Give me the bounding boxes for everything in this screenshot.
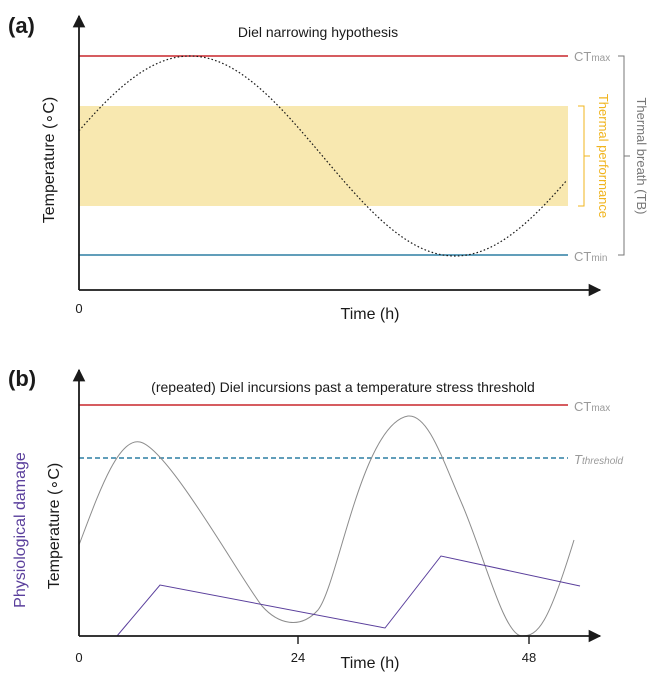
x-axis-label-b: Time (h) — [341, 655, 400, 672]
panel-a: (a) Diel narrowing hypothesis 0 Time (h)… — [8, 13, 649, 323]
ctmax-label-a: CTmax — [574, 49, 610, 64]
physiological-damage-line — [116, 555, 581, 637]
panel-b-letter: (b) — [8, 366, 36, 391]
thermal-performance-band — [79, 106, 568, 206]
panel-b: (b) (repeated) Diel incursions past a te… — [8, 366, 624, 672]
x-tick-b-48: 48 — [522, 650, 536, 665]
y-axis-label-a: Temperature (∘C) — [41, 97, 58, 224]
thermal-performance-label: Thermal performance — [596, 94, 611, 218]
panel-b-title: (repeated) Diel incursions past a temper… — [151, 379, 535, 395]
x-tick-a-0: 0 — [75, 301, 82, 316]
panel-a-letter: (a) — [8, 13, 35, 38]
x-tick-b-0: 0 — [75, 650, 82, 665]
threshold-label-b: Tthreshold — [574, 452, 624, 467]
panel-a-title: Diel narrowing hypothesis — [238, 24, 398, 40]
x-axis-label-a: Time (h) — [341, 306, 400, 323]
thermal-performance-bracket — [578, 105, 590, 207]
ctmax-label-b: CTmax — [574, 399, 610, 414]
y-axis-label-b: Temperature (∘C) — [46, 463, 63, 590]
ctmin-label-a: CTmin — [574, 249, 607, 264]
temperature-curve-a — [78, 55, 568, 257]
thermal-breadth-label: Thermal breath (TB) — [634, 97, 649, 214]
physiological-damage-label: Physiological damage — [12, 452, 29, 608]
temperature-curve-b — [78, 415, 575, 637]
thermal-breadth-bracket — [618, 55, 630, 256]
x-tick-b-24: 24 — [291, 650, 305, 665]
